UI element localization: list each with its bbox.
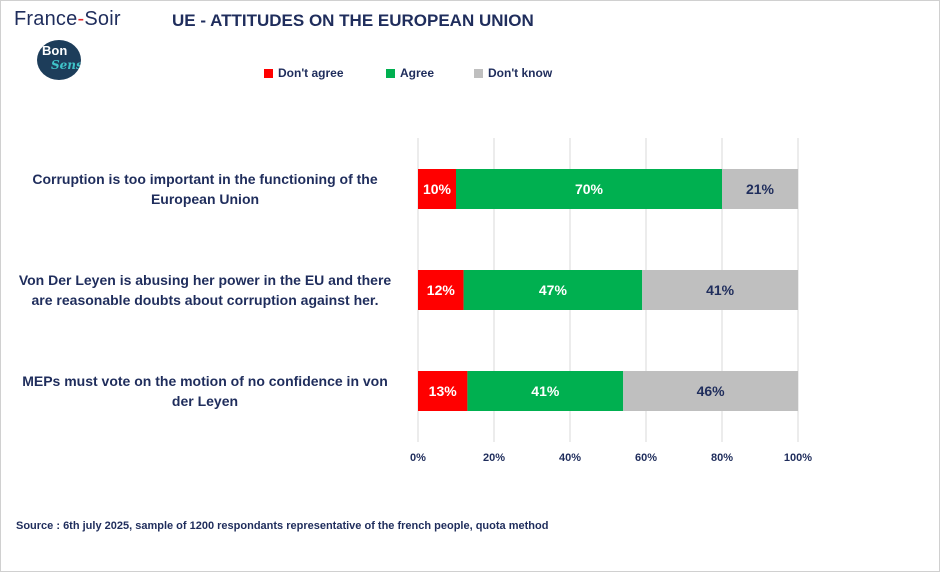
legend-swatch-agree	[386, 68, 395, 78]
category-label-2-line-2: are reasonable doubts about corruption a…	[31, 292, 379, 308]
source-note: Source : 6th july 2025, sample of 1200 r…	[16, 520, 549, 532]
category-label-3-line-2: der Leyen	[171, 393, 239, 409]
category-label-2-line-1: Von Der Leyen is abusing her power in th…	[18, 272, 392, 288]
x-tick-label-100: 100%	[784, 452, 812, 464]
x-tick-label-0: 0%	[410, 452, 426, 464]
legend-item-agree: Agree	[386, 66, 434, 80]
bar-dont-agree-2	[418, 270, 464, 310]
chart-title: UE - ATTITUDES ON THE EUROPEAN UNION	[172, 11, 534, 30]
data-label-agree-1: 70%	[575, 181, 604, 197]
logo-bottom-text: Sens	[51, 58, 81, 72]
logo-top-text: Bon	[42, 43, 68, 58]
data-label-dont-know-1: 21%	[746, 181, 775, 197]
bar-dont-agree-3	[418, 371, 468, 411]
data-label-agree-3: 41%	[531, 383, 560, 399]
bar-dont-know-3	[623, 371, 798, 411]
data-label-dont-agree-3: 13%	[429, 383, 458, 399]
data-label-dont-know-2: 41%	[706, 282, 735, 298]
legend-label-dont-agree: Don't agree	[278, 66, 344, 80]
category-label-1-line-1: Corruption is too important in the funct…	[32, 171, 378, 187]
bar-dont-know-1	[722, 169, 798, 209]
bar-agree-1	[456, 169, 722, 209]
data-label-agree-2: 47%	[539, 282, 568, 298]
legend-swatch-dont-agree	[264, 68, 273, 78]
legend-item-dont-agree: Don't agree	[264, 66, 344, 80]
brand-right-text: Soir	[84, 8, 121, 30]
legend-item-dont-know: Don't know	[474, 66, 552, 80]
brand-dash: -	[77, 8, 85, 30]
bar-agree-2	[463, 270, 643, 310]
category-label-2: Von Der Leyen is abusing her power in th…	[5, 270, 405, 310]
legend: Don't agree Agree Don't know	[0, 66, 940, 84]
brand-logo: France-Soir	[14, 8, 121, 31]
legend-swatch-dont-know	[474, 68, 483, 78]
bar-dont-agree-1	[418, 169, 456, 209]
x-tick-label-40: 40%	[559, 452, 581, 464]
bar-agree-3	[467, 371, 624, 411]
bon-sens-logo: Bon Sens	[37, 40, 81, 80]
bar-dont-know-2	[642, 270, 798, 310]
brand-left-text: France	[14, 8, 78, 30]
legend-label-agree: Agree	[400, 66, 435, 80]
data-label-dont-know-3: 46%	[697, 383, 726, 399]
category-label-1-line-2: European Union	[150, 191, 260, 207]
data-label-dont-agree-1: 10%	[423, 181, 452, 197]
category-label-3: MEPs must vote on the motion of no confi…	[5, 371, 405, 411]
x-tick-label-80: 80%	[711, 452, 733, 464]
x-tick-label-20: 20%	[483, 452, 505, 464]
data-label-dont-agree-2: 12%	[427, 282, 456, 298]
legend-label-dont-know: Don't know	[488, 66, 553, 80]
category-label-3-line-1: MEPs must vote on the motion of no confi…	[22, 373, 388, 389]
category-label-1: Corruption is too important in the funct…	[5, 169, 405, 209]
x-tick-label-60: 60%	[635, 452, 657, 464]
